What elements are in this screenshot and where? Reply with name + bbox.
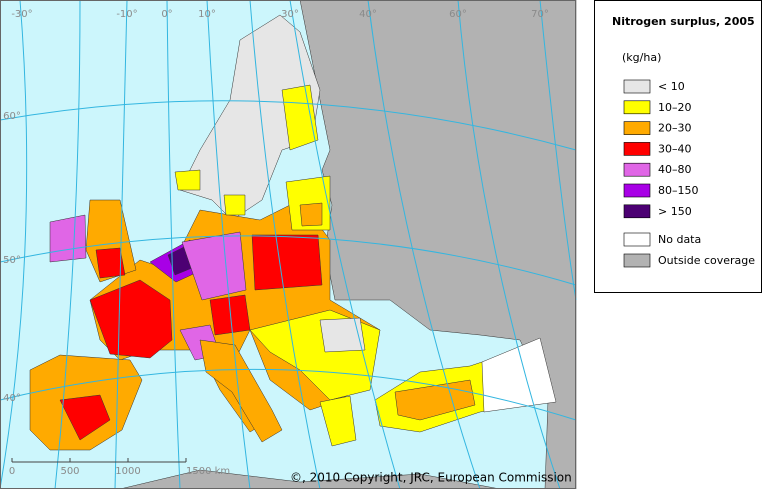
region [209,294,251,336]
region [89,279,173,359]
graticule-label: 10° [198,9,216,20]
legend-swatch [623,79,651,94]
graticule-label: 40° [359,9,377,20]
legend-label: 10–20 [658,101,692,114]
legend-swatch [623,162,651,177]
legend-unit: (kg/ha) [622,51,661,64]
legend-label: 20–30 [658,122,692,135]
region [174,169,201,191]
region [49,214,87,263]
legend-label: 30–40 [658,142,692,155]
region [179,14,321,221]
graticule-label: -30° [11,9,32,20]
legend-title: Nitrogen surplus, 2005 [612,15,755,28]
copyright: ©, 2010 Copyright, JRC, European Commiss… [290,471,572,485]
graticule-label: 70° [531,9,549,20]
region [251,234,323,291]
legend-label: < 10 [658,80,685,93]
legend-box [594,0,762,293]
legend-swatch [623,183,651,198]
graticule [0,0,577,489]
region [281,84,319,151]
legend-label: Outside coverage [658,254,755,267]
scale-label: 500 [60,466,79,477]
scale-label: 1500 km [186,466,230,477]
legend-swatch [623,253,651,268]
graticule-label: 0° [161,9,172,20]
region [223,194,246,216]
region [199,339,283,443]
legend-swatch [623,100,651,115]
region [299,202,323,227]
region [119,469,501,489]
scale-label: 0 [9,466,15,477]
legend-swatch [623,121,651,135]
region [95,247,126,279]
legend-label: 40–80 [658,163,692,176]
graticule-label: 60° [3,111,21,122]
graticule-label: 50° [3,255,21,266]
legend-swatch [623,204,651,219]
scale-label: 1000 [115,466,140,477]
graticule-label: -10° [116,9,137,20]
graticule-label: 30° [281,9,299,20]
region [59,394,111,441]
region [181,231,247,301]
graticule-label: 60° [449,9,467,20]
region [319,395,357,447]
legend-label: 80–150 [658,184,699,197]
legend-swatch [623,142,651,156]
region [299,0,577,489]
legend-swatch [623,232,651,247]
region [319,317,366,353]
legend-label: > 150 [658,205,692,218]
graticule-label: 40° [3,393,21,404]
legend-label: No data [658,233,701,246]
